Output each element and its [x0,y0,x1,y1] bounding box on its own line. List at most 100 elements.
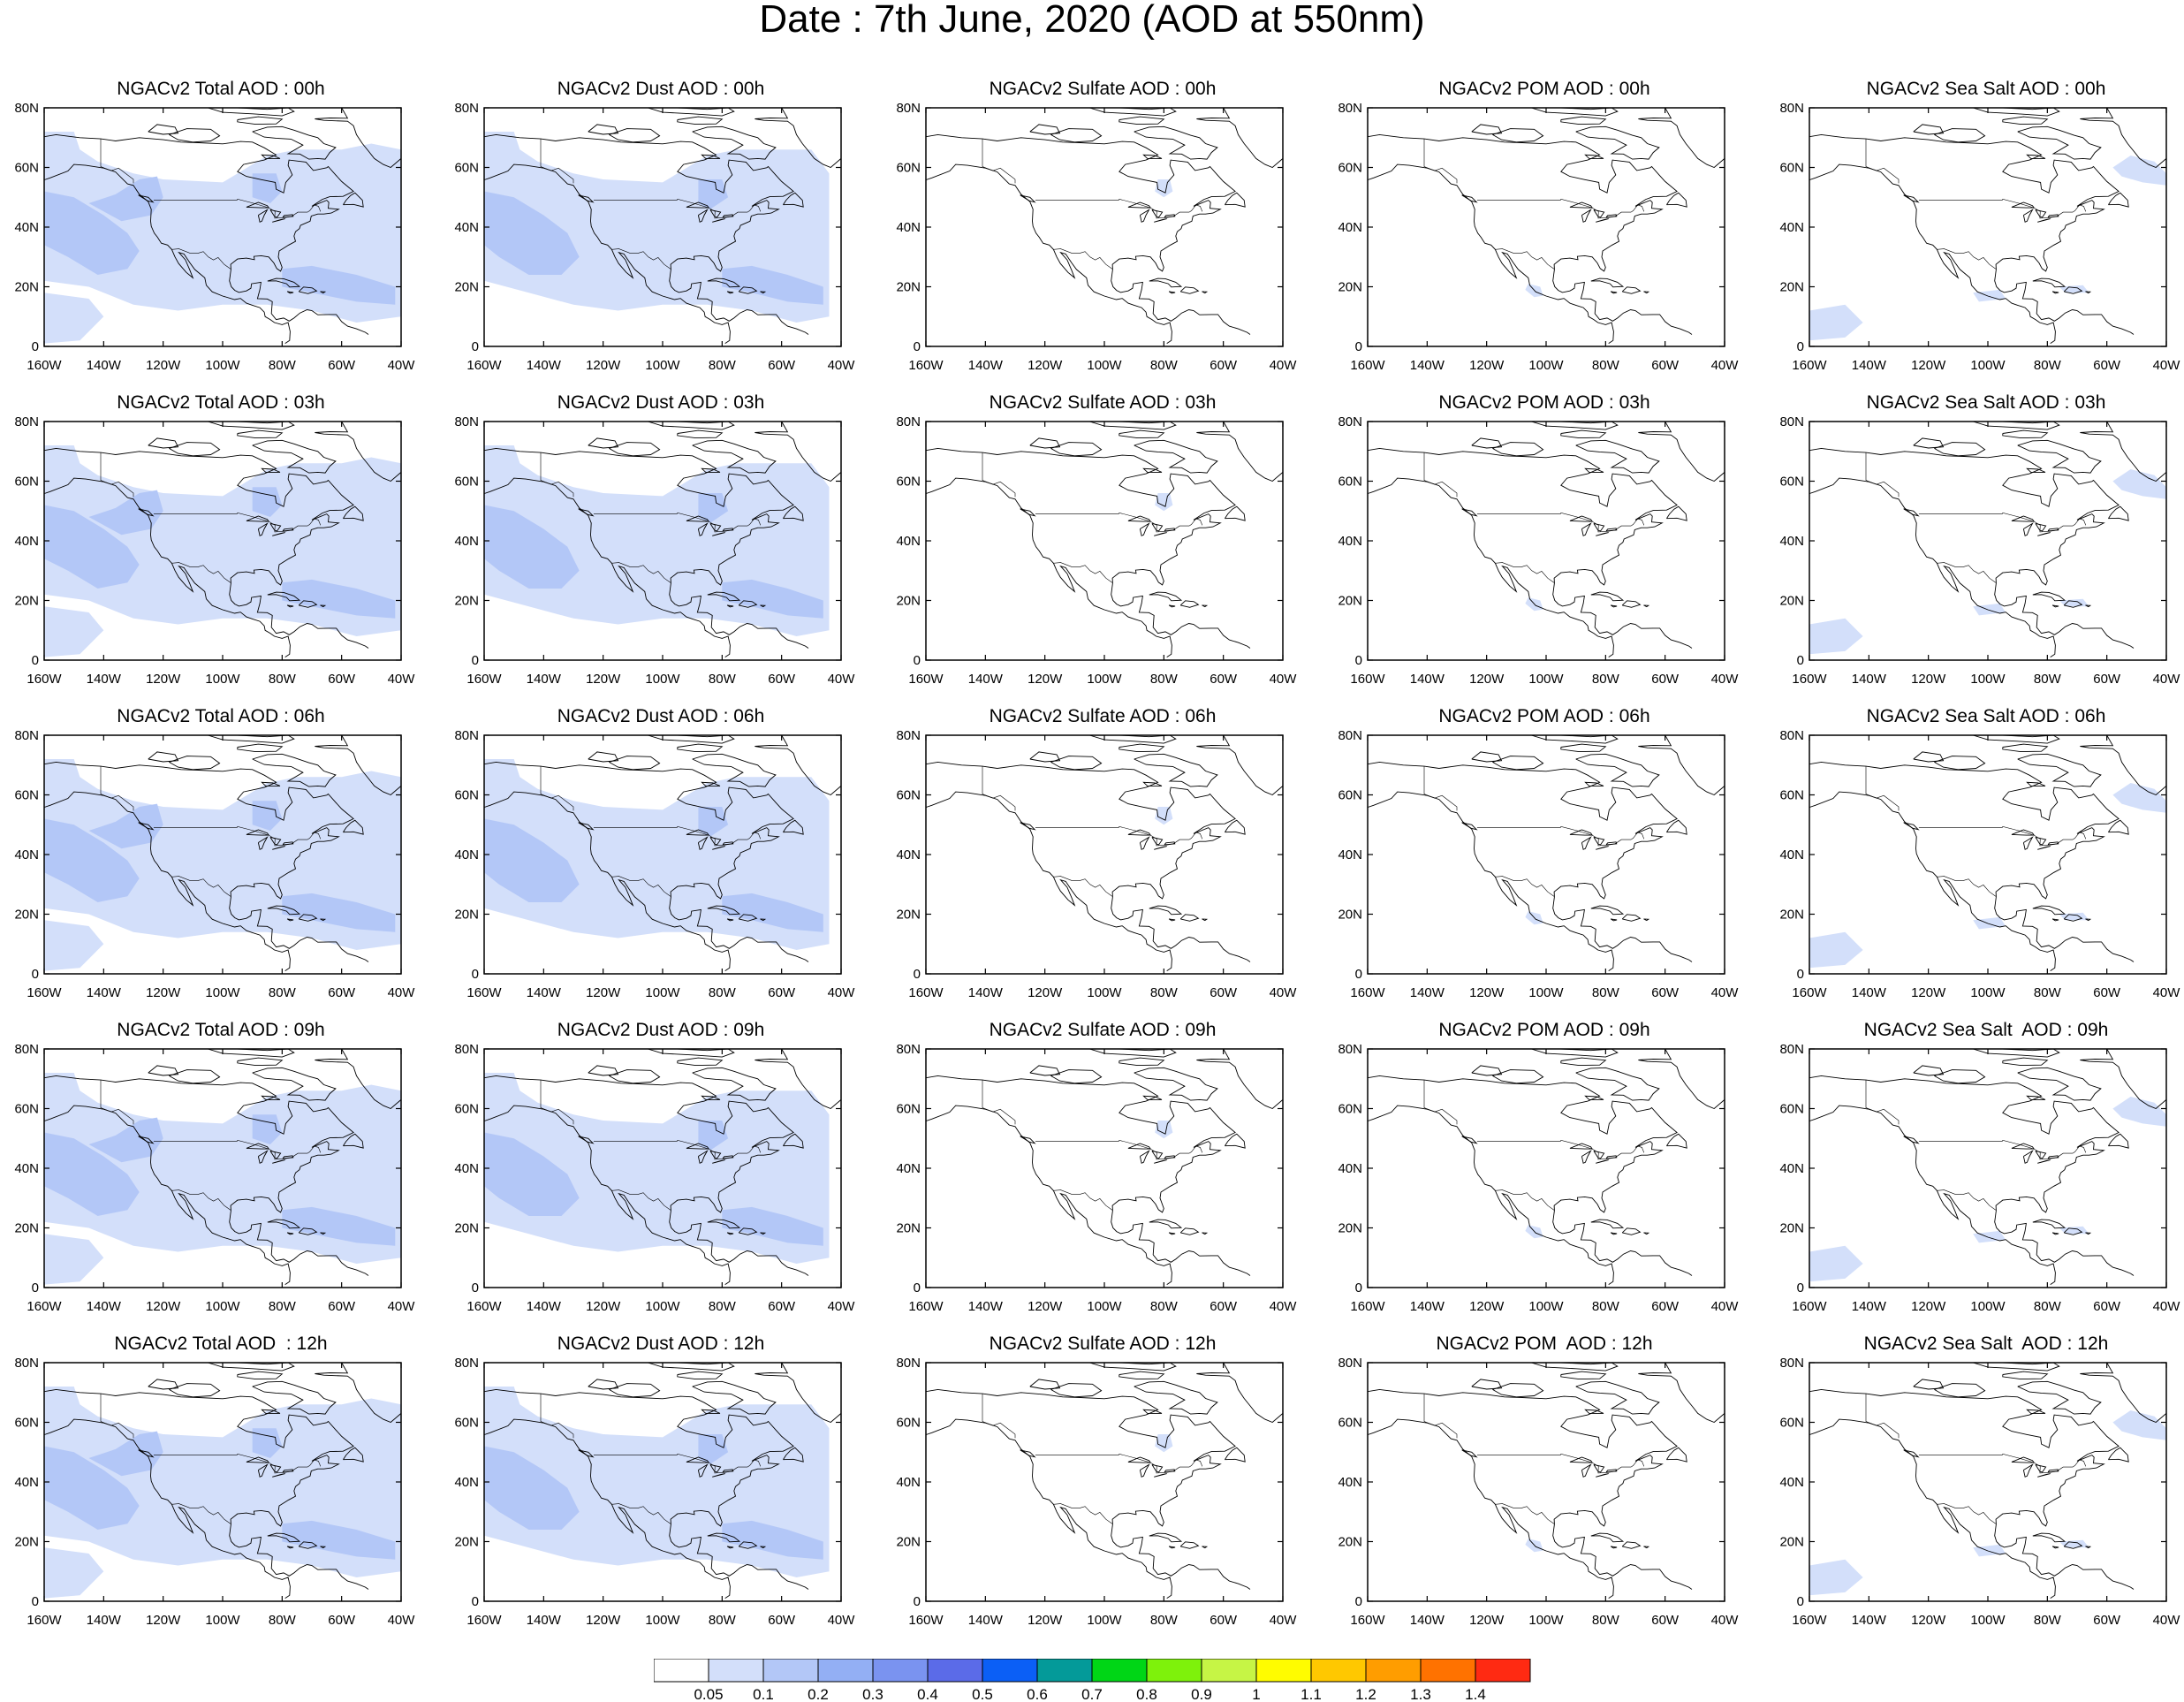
coastline [2002,1371,2049,1380]
coastline [1934,442,1986,457]
aod-shading [88,1117,163,1163]
coastline [742,1363,841,1424]
aod-map: 80N 60N 40N 20N 0 160W 140W 120W 100W 80W 60W 40W [1338,728,1740,1000]
lon-label: 100W [205,358,240,373]
aod-shading [1155,179,1173,198]
aod-map: 80N 60N 40N 20N 0 160W 140W 120W 100W 80W 60W 40W [1779,728,2181,1000]
lat-label: 40N [454,534,479,549]
coastline [701,154,721,159]
coastline [2063,600,2083,608]
coastline [648,735,735,744]
coastline [1596,532,1609,536]
lat-label: 0 [914,1594,921,1609]
lon-label: 60W [1651,672,1680,687]
coastline [726,1232,734,1235]
coastline [2108,1133,2129,1149]
aod-map: 80N 60N 40N 20N 0 160W 140W 120W 100W 80W 60W 40W [896,101,1297,373]
coastline [208,422,295,430]
coastline [1089,735,1177,744]
coastline [1149,905,1183,916]
coastline [701,1095,721,1100]
coastline [44,477,291,657]
lon-label: 160W [908,1299,944,1314]
lat-label: 40N [14,220,39,235]
lon-label: 40W [2153,985,2181,1000]
coastline [1151,836,1164,846]
coastline [1626,1049,1725,1110]
coastline [2026,1409,2046,1414]
aod-shading [2112,469,2166,499]
colorbar-box [1255,1659,1312,1683]
colorbar-box [1036,1659,1093,1683]
coastline [261,467,281,473]
lat-label: 60N [14,1416,39,1431]
coastline [298,600,318,608]
coastline [1593,1150,1605,1159]
aod-shading [252,173,283,203]
lon-label: 120W [586,672,621,687]
coastline [1127,829,1152,836]
coastline [1569,829,1594,836]
coastline [1368,1105,1614,1285]
coastline [2026,467,2046,473]
lon-label: 140W [968,672,1004,687]
map-panel: NGACv2 Sea Salt AOD : 12h 80N 60N 40N 20N 0 16… [1765,1333,2184,1628]
coastline [1139,1463,1150,1478]
lon-label: 120W [146,985,181,1000]
aod-shading [282,893,396,932]
coastline [926,447,1251,649]
coastline [261,1409,281,1414]
coastline [320,604,327,608]
coastline [484,447,809,649]
coastline [257,1463,269,1478]
panel-title: NGACv2 Sulfate AOD : 03h [989,392,1217,413]
aod-map: 80N 60N 40N 20N 0 160W 140W 120W 100W 80W 60W 40W [14,1356,415,1628]
lon-label: 80W [1150,358,1179,373]
coastline [252,439,337,474]
coastline [2011,515,2036,522]
coastline [760,918,767,922]
lat-label: 80N [454,101,479,116]
colorbar-box [762,1659,819,1683]
coastline [257,836,269,850]
coastline [343,1133,364,1149]
coastline [1020,1136,1036,1144]
coastline [1119,1057,1165,1067]
lat-label: 60N [896,1416,921,1431]
coastline [2108,1447,2129,1463]
border-line [1035,1453,1203,1474]
lon-label: 40W [1711,358,1740,373]
lat-label: 40N [454,1475,479,1490]
coastline [1168,604,1176,608]
coastline [269,1463,282,1473]
lon-label: 40W [1711,985,1740,1000]
coastline [609,1069,661,1084]
lon-label: 100W [1087,672,1122,687]
coastline [1590,1219,1625,1229]
coastline [677,1371,724,1380]
lon-label: 120W [1469,358,1505,373]
coastline [760,1232,767,1235]
coastline [701,467,721,473]
aod-map: 80N 60N 40N 20N 0 160W 140W 120W 100W 80W 60W 40W [454,1042,855,1314]
coastline [2032,591,2066,602]
panel-title: NGACv2 Sea Salt AOD : 00h [1866,79,2106,99]
coastline [1368,761,1693,962]
lon-label: 100W [1970,358,2006,373]
lat-label: 40N [1779,1475,1804,1490]
lat-label: 60N [1338,161,1362,176]
lat-label: 20N [896,594,921,609]
coastline [707,1532,741,1543]
coastline [1368,163,1614,344]
coastline [138,1136,155,1144]
lon-label: 60W [768,1299,796,1314]
coastline [712,1159,725,1164]
border-line [1495,248,1555,270]
coastline [1368,1418,1614,1599]
border-line [1865,1394,1900,1439]
lon-label: 120W [146,1299,181,1314]
coastline [484,477,731,657]
border-line [540,452,574,498]
coastline [1596,1159,1609,1164]
border-line [540,1394,574,1439]
